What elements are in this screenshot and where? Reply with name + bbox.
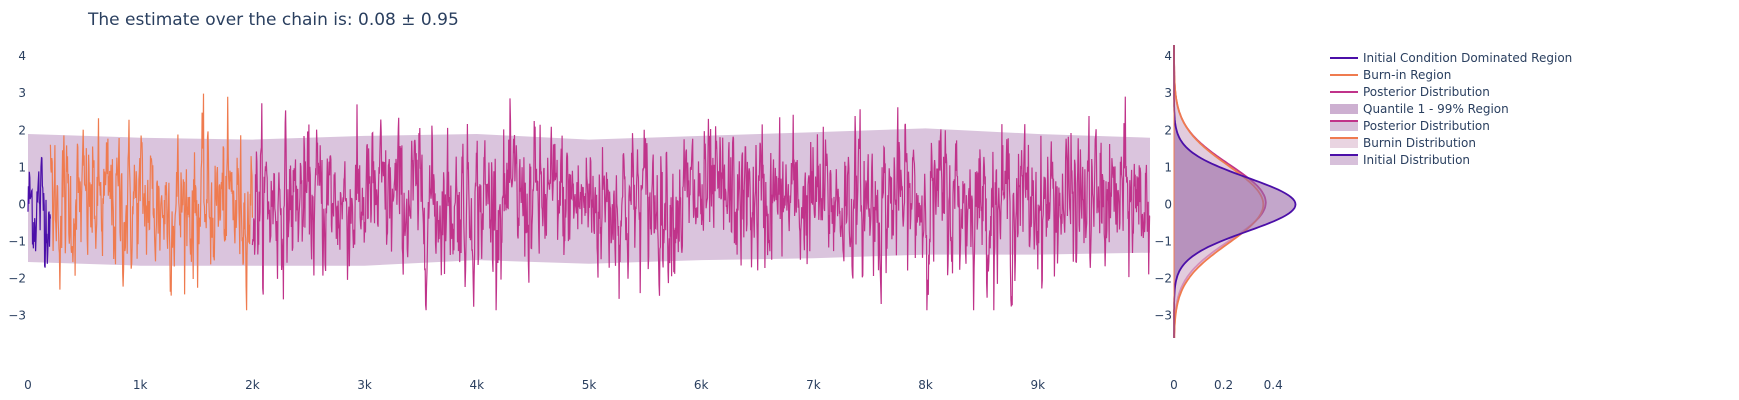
density-plot: 4 3 2 1 0 −1 −2 −3 0 0.2 0.4 [1154,45,1297,392]
trace-x-tick-label: 2k [245,378,260,392]
density-x-tick-label: 0.4 [1264,378,1283,392]
trace-y-tick-label: −3 [8,309,26,323]
trace-x-tick-label: 9k [1031,378,1046,392]
trace-x-tick-label: 3k [357,378,372,392]
trace-plot: 4 3 2 1 0 −1 −2 −3 0 1k 2k 3k 4k 5k 6k 7k 8k 9k [8,49,1151,392]
legend-item-label[interactable]: Quantile 1 - 99% Region [1363,102,1509,116]
trace-y-tick-label: −2 [8,272,26,286]
density-y-tick-label: −3 [1154,309,1172,323]
legend: Initial Condition Dominated Region Burn-i… [1330,51,1572,167]
trace-x-tick-label: 1k [133,378,148,392]
density-y-tick-label: 3 [1164,86,1172,100]
density-x-tick-label: 0.2 [1214,378,1233,392]
legend-item-label[interactable]: Burn-in Region [1363,68,1451,82]
trace-x-tick-label: 6k [694,378,709,392]
legend-swatch-fill [1330,104,1358,114]
legend-item-label[interactable]: Initial Distribution [1363,153,1470,167]
density-y-tick-label: 4 [1164,49,1172,63]
density-y-tick-label: 0 [1164,197,1172,211]
trace-x-tick-label: 5k [582,378,597,392]
legend-swatch-fill [1330,121,1358,131]
trace-y-tick-label: 0 [18,197,26,211]
legend-swatch-fill [1330,138,1358,148]
trace-x-tick-label: 0 [24,378,32,392]
legend-item-label[interactable]: Posterior Distribution [1363,119,1490,133]
trace-series-line [251,96,1151,311]
trace-y-tick-label: 3 [18,86,26,100]
trace-x-tick-label: 4k [470,378,485,392]
legend-item-label[interactable]: Burnin Distribution [1363,136,1476,150]
density-y-tick-label: 2 [1164,123,1172,137]
density-x-tick-label: 0 [1170,378,1178,392]
trace-x-tick-label: 7k [806,378,821,392]
density-y-tick-label: 1 [1164,160,1172,174]
trace-x-tick-label: 8k [918,378,933,392]
trace-y-tick-label: 4 [18,49,26,63]
legend-item-label[interactable]: Initial Condition Dominated Region [1363,51,1572,65]
chart-title: The estimate over the chain is: 0.08 ± 0… [87,10,459,30]
trace-y-tick-label: 2 [18,123,26,137]
density-fill [1174,45,1296,338]
trace-y-tick-label: 1 [18,160,26,174]
legend-swatch-fill [1330,155,1358,165]
trace-y-tick-label: −1 [8,235,26,249]
density-y-tick-label: −2 [1154,272,1172,286]
legend-item-label[interactable]: Posterior Distribution [1363,85,1490,99]
trace-series-line [49,93,253,311]
density-y-tick-label: −1 [1154,235,1172,249]
trace-series-line [27,156,51,268]
